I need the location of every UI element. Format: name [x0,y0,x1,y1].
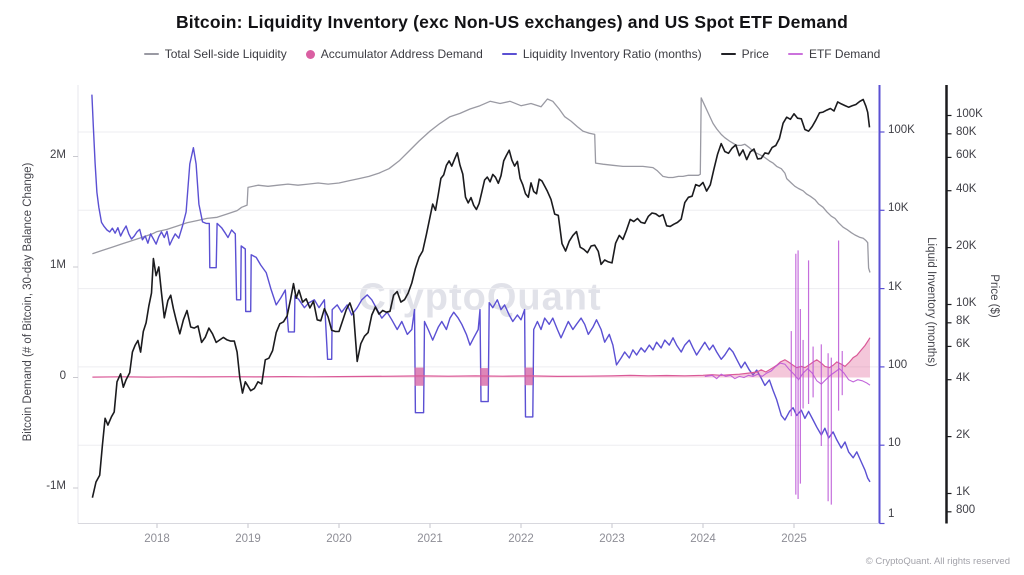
legend-marker-dash [787,52,803,56]
legend-label: Liquidity Inventory Ratio (months) [522,47,702,61]
accumulator-demand-bar [414,367,424,386]
legend-label: Accumulator Address Demand [320,47,483,61]
legend-marker-dot [305,49,315,59]
etf-demand-line [704,362,871,386]
price-line [91,98,871,498]
accumulator-demand-area [92,337,870,378]
left-axis-title: Bitcoin Demand (# of Bitcoin, 30-day Bal… [22,162,34,442]
total-sell-side-liquidity-line [92,97,871,273]
legend-item-4[interactable]: ETF Demand [787,47,881,61]
copyright-note: © CryptoQuant. All rights reserved [865,556,1010,567]
legend-label: Price [741,47,769,61]
legend-marker-dash [143,52,159,56]
legend-item-2[interactable]: Liquidity Inventory Ratio (months) [501,47,702,61]
legend-item-0[interactable]: Total Sell-side Liquidity [143,47,287,61]
liquidity-inventory-ratio-line [91,94,871,483]
legend-marker-dash [501,52,517,56]
legend-item-1[interactable]: Accumulator Address Demand [305,47,483,61]
chart-title: Bitcoin: Liquidity Inventory (exc Non-US… [175,12,849,32]
legend-label: ETF Demand [808,47,881,61]
price-axis-title: Price ($) [988,274,1000,318]
legend-marker-dash [720,52,736,56]
liquid-axis-title: Liquid Inventory (months) [925,237,937,367]
accumulator-demand-line [92,337,871,378]
accumulator-demand-bar [480,368,489,386]
legend: Total Sell-side Liquidity Accumulator Add… [0,47,1024,61]
legend-label: Total Sell-side Liquidity [164,47,287,61]
legend-item-3[interactable]: Price [720,47,769,61]
